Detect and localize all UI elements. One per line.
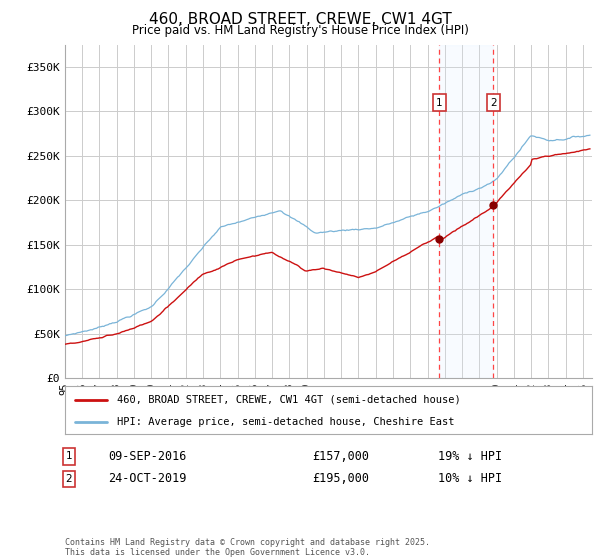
- Text: Contains HM Land Registry data © Crown copyright and database right 2025.
This d: Contains HM Land Registry data © Crown c…: [65, 538, 430, 557]
- Text: 2: 2: [490, 97, 497, 108]
- Text: 24-OCT-2019: 24-OCT-2019: [108, 472, 187, 486]
- Text: £157,000: £157,000: [312, 450, 369, 463]
- Text: HPI: Average price, semi-detached house, Cheshire East: HPI: Average price, semi-detached house,…: [118, 417, 455, 427]
- Text: 1: 1: [436, 97, 443, 108]
- Text: 09-SEP-2016: 09-SEP-2016: [108, 450, 187, 463]
- Bar: [439, 45, 493, 378]
- Text: 2: 2: [65, 474, 73, 484]
- Text: Price paid vs. HM Land Registry's House Price Index (HPI): Price paid vs. HM Land Registry's House …: [131, 24, 469, 36]
- Text: £195,000: £195,000: [312, 472, 369, 486]
- Text: 10% ↓ HPI: 10% ↓ HPI: [438, 472, 502, 486]
- Text: 460, BROAD STREET, CREWE, CW1 4GT (semi-detached house): 460, BROAD STREET, CREWE, CW1 4GT (semi-…: [118, 395, 461, 405]
- Text: 1: 1: [65, 451, 73, 461]
- Text: 460, BROAD STREET, CREWE, CW1 4GT: 460, BROAD STREET, CREWE, CW1 4GT: [149, 12, 451, 27]
- Text: 19% ↓ HPI: 19% ↓ HPI: [438, 450, 502, 463]
